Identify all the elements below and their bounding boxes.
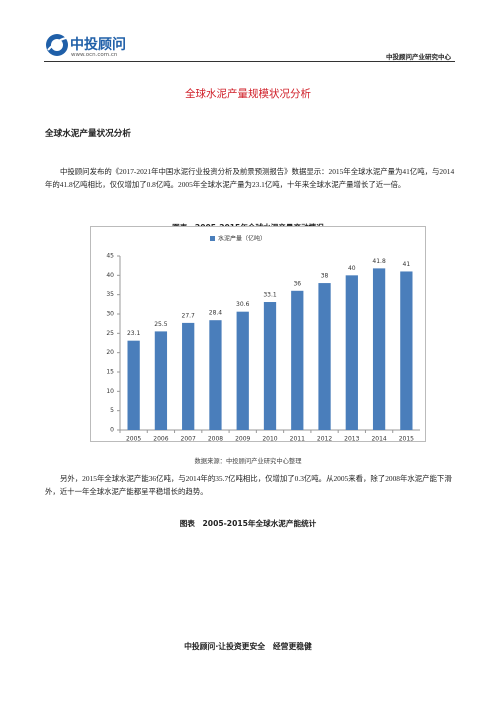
value-label: 33.1: [263, 292, 277, 299]
x-tick-label: 2006: [153, 436, 168, 443]
bar: [372, 268, 386, 430]
y-tick-label: 5: [110, 407, 114, 414]
logo-url: www.ocn.com.cn: [71, 52, 118, 58]
bar: [236, 311, 249, 430]
y-tick-label: 20: [106, 349, 114, 356]
source: 数据来源：中投顾问产业研究中心整理: [194, 458, 302, 465]
x-tick-label: 2008: [208, 436, 223, 443]
value-label: 40: [348, 265, 356, 272]
y-tick-label: 30: [106, 311, 114, 318]
x-tick-label: 2009: [235, 436, 250, 443]
bar: [345, 275, 358, 430]
legend-swatch: [210, 236, 215, 241]
header-right: 中投顾问产业研究中心: [386, 53, 451, 61]
value-label: 25.5: [154, 321, 168, 328]
x-tick-label: 2012: [317, 436, 332, 443]
paragraph: 另外，2015年全球水泥产能36亿吨，与2014年的35.7亿吨相比，仅增加了0…: [45, 474, 452, 496]
bar: [154, 331, 168, 430]
value-label: 23.1: [127, 330, 141, 337]
x-tick-label: 2013: [344, 436, 359, 443]
y-tick-label: 0: [110, 427, 114, 434]
footer: 中投顾问·让投资更安全 经营更稳健: [184, 642, 312, 651]
y-tick-label: 10: [106, 388, 114, 395]
bar: [318, 283, 331, 430]
bar: [209, 320, 222, 430]
y-tick-label: 35: [106, 291, 114, 298]
y-tick-label: 40: [106, 272, 114, 279]
bar: [182, 322, 195, 430]
x-tick-label: 2005: [126, 436, 141, 443]
value-label: 41.8: [372, 258, 386, 265]
figure-caption: 图表 2005-2015年全球水泥产能统计: [179, 519, 317, 528]
section-heading: 全球水泥产量状况分析: [45, 129, 131, 139]
bar: [400, 271, 413, 430]
doc-title: 全球水泥产量规模状况分析: [185, 89, 311, 100]
chart-frame: [90, 226, 426, 442]
header-rule: [44, 61, 455, 62]
value-label: 28.4: [209, 310, 223, 317]
chart: 0 5 10 15 20 25 30 35 40 45 水泥产量（亿吨） 2005 23.1 2006 25…: [90, 226, 426, 442]
x-tick-label: 2014: [371, 436, 386, 443]
y-tick-label: 25: [106, 330, 114, 337]
value-label: 30.6: [236, 301, 250, 308]
x-tick-label: 2010: [262, 436, 277, 443]
y-tick-label: 15: [106, 369, 114, 376]
logo-icon: [46, 34, 68, 56]
value-label: 27.7: [182, 312, 196, 319]
value-label: 36: [293, 280, 301, 287]
legend-label: 水泥产量（亿吨）: [218, 235, 266, 243]
value-label: 38: [321, 273, 329, 280]
bar: [127, 340, 140, 430]
y-tick-label: 45: [106, 253, 114, 260]
bar: [291, 290, 304, 430]
x-tick-label: 2007: [181, 436, 196, 443]
bar: [263, 302, 277, 430]
x-tick-label: 2011: [290, 436, 305, 443]
x-tick-label: 2015: [399, 436, 414, 443]
logo-text: 中投顾问: [70, 37, 126, 53]
value-label: 41: [403, 261, 411, 268]
paragraph: 中投顾问发布的《2017-2021年中国水泥行业投资分析及前景预测报告》数据显示…: [45, 167, 455, 189]
